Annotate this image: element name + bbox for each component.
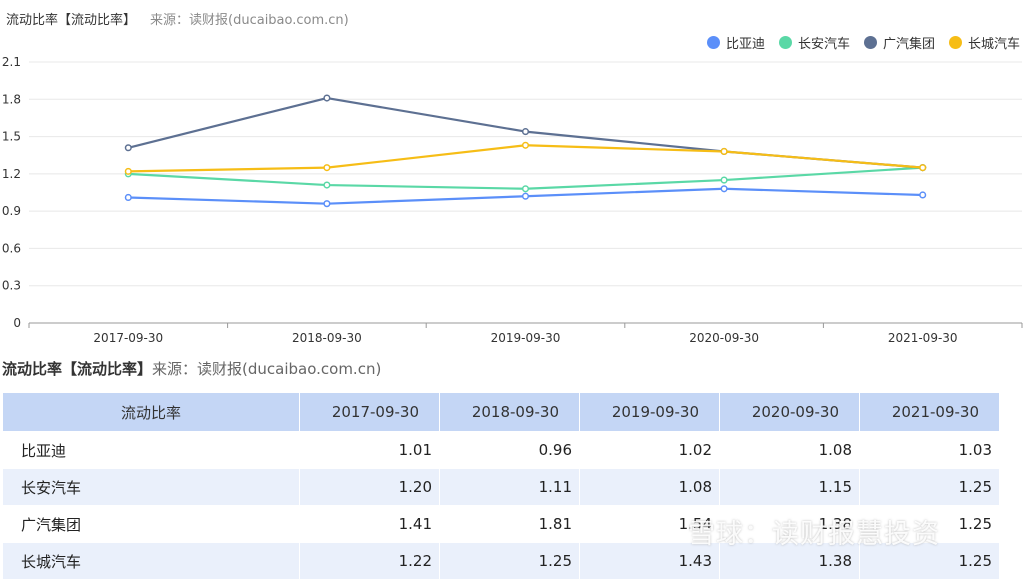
row-name: 广汽集团 [2,505,300,543]
chart-legend: 比亚迪 长安汽车 广汽集团 长城汽车 [706,33,1020,52]
table-cell: 1.25 [859,505,1000,543]
table-cell: 1.08 [579,468,720,506]
data-point [323,164,331,172]
table-title-text: 流动比率【流动比率】 [2,360,153,378]
legend-marker [778,36,792,49]
data-point [521,192,530,200]
y-tick-label: 0 [13,316,21,330]
table-cell: 1.25 [859,468,1000,506]
y-tick-label: 0.3 [2,279,21,293]
data-point [323,181,331,189]
table-row: 广汽集团 1.41 1.81 1.54 1.38 1.25 [2,505,1000,543]
y-tick-label: 0.9 [2,204,21,218]
row-name: 长安汽车 [2,468,300,506]
data-point [720,176,728,184]
legend-item[interactable]: 广汽集团 [863,33,935,52]
table-cell: 1.38 [719,505,860,543]
table-row: 长安汽车 1.20 1.11 1.08 1.15 1.25 [2,468,1000,506]
column-header: 2018-09-30 [439,392,580,432]
legend-label: 长城汽车 [967,37,1020,52]
table-source: 来源：读财报(ducaibao.com.cn) [152,360,382,378]
column-header: 2021-09-30 [859,392,1000,432]
table-body: 比亚迪 1.01 0.96 1.02 1.08 1.03 长安汽车 1.20 1.11 1.08 1… [2,431,1000,580]
x-tick-label: 2017-09-30 [93,331,163,345]
table-header-row: 流动比率 2017-09-30 2018-09-30 2019-09-30 2020-0… [2,392,1000,432]
y-tick-label: 2.1 [2,55,21,69]
table-cell: 1.81 [439,505,580,543]
table-title: 流动比率【流动比率】来源：读财报(ducaibao.com.cn) [2,358,381,379]
legend-marker [706,36,720,49]
table-cell: 1.25 [439,542,580,580]
data-point [720,147,728,156]
table-cell: 1.54 [579,505,720,543]
data-point [521,128,530,136]
table-cell: 1.41 [299,505,440,543]
watermark: 雪球：读财报慧投资 [688,519,940,550]
row-name: 长城汽车 [2,542,300,580]
table-cell: 1.08 [719,431,860,469]
data-point [323,200,331,208]
data-point [919,191,927,199]
table-row: 比亚迪 1.01 0.96 1.02 1.08 1.03 [2,431,1000,469]
x-tick-label: 2018-09-30 [292,331,362,345]
row-name: 比亚迪 [2,431,300,469]
series-line [128,144,923,173]
legend-marker [863,36,877,49]
data-point [124,144,132,152]
y-tick-label: 1.2 [2,167,21,181]
data-point [919,164,927,172]
column-header: 2019-09-30 [579,392,720,432]
y-tick-label: 1.5 [2,130,21,144]
data-point [323,94,331,102]
data-point [124,167,132,175]
x-tick-label: 2020-09-30 [689,331,759,345]
y-tick-label: 1.8 [2,92,21,106]
x-tick-label: 2019-09-30 [491,331,561,345]
data-table: 流动比率 2017-09-30 2018-09-30 2019-09-30 2020-0… [2,392,1000,580]
data-point [521,185,530,193]
legend-item[interactable]: 长安汽车 [778,33,850,52]
legend-marker [948,36,962,49]
chart-title: 流动比率【流动比率】 来源：读财报(ducaibao.com.cn) [6,9,349,28]
table-cell: 1.01 [299,431,440,469]
column-header: 2017-09-30 [299,392,440,432]
data-point [521,141,530,149]
table-cell: 1.15 [719,468,860,506]
legend-item[interactable]: 长城汽车 [948,33,1020,52]
table-cell: 0.96 [439,431,580,469]
table-cell: 1.02 [579,431,720,469]
table-corner-header: 流动比率 [2,392,300,432]
legend-label: 长安汽车 [797,37,850,52]
legend-label: 广汽集团 [882,37,935,52]
legend-label: 比亚迪 [725,37,765,52]
x-tick-label: 2021-09-30 [888,331,958,345]
chart-title-text: 流动比率【流动比率】 [6,13,137,28]
data-point [124,193,132,202]
data-point [720,185,728,193]
table-cell: 1.22 [299,542,440,580]
table-cell: 1.11 [439,468,580,506]
chart-source: 来源：读财报(ducaibao.com.cn) [150,13,349,28]
table-cell: 1.03 [859,431,1000,469]
line-chart: 0 0.3 0.6 0.9 1.2 1.5 1.8 2.1 2017-09-30 2018-09-… [2,55,1023,345]
y-tick-label: 0.6 [2,241,21,255]
legend-item[interactable]: 比亚迪 [706,33,765,52]
table-cell: 1.20 [299,468,440,506]
column-header: 2020-09-30 [719,392,860,432]
